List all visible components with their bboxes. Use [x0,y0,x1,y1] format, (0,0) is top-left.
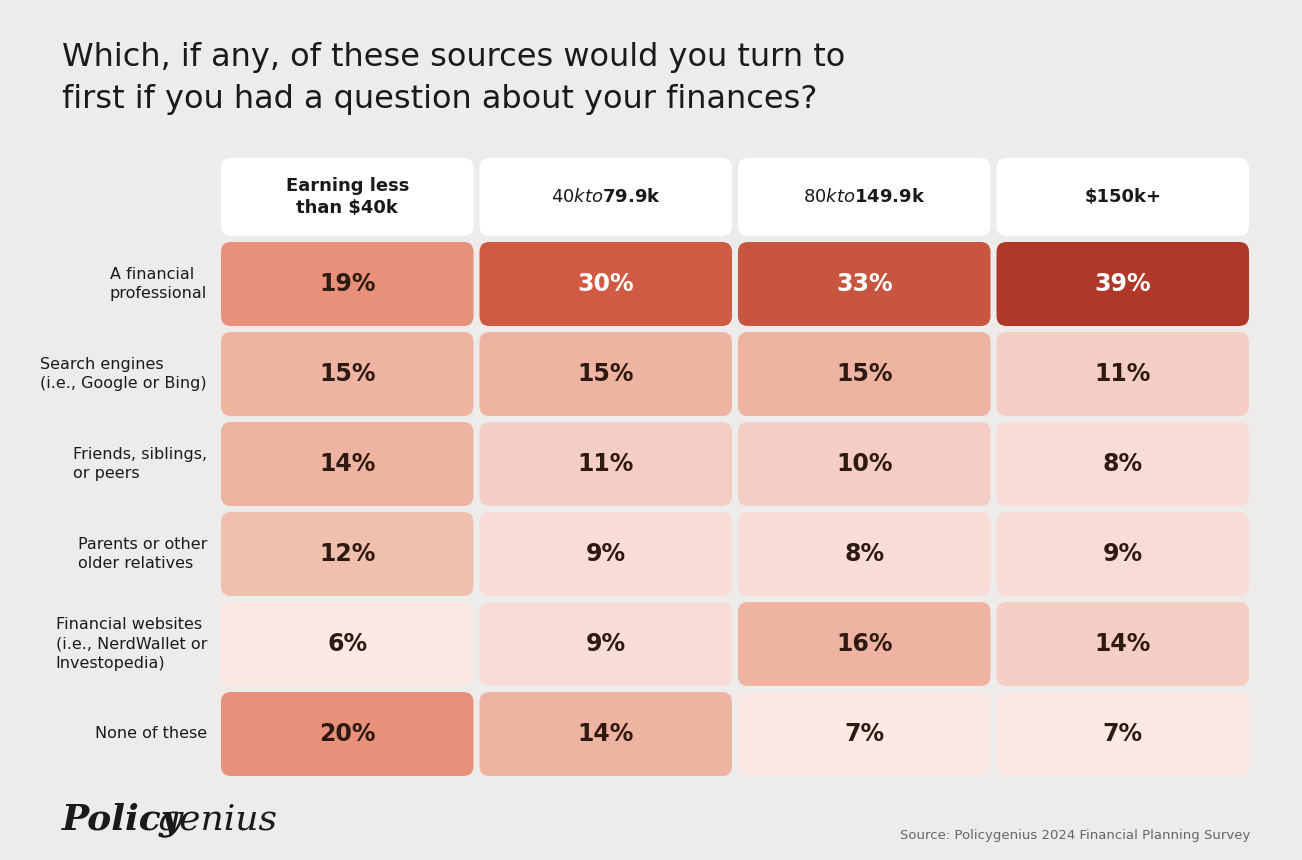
Text: Source: Policygenius 2024 Financial Planning Survey: Source: Policygenius 2024 Financial Plan… [900,828,1250,841]
Text: 11%: 11% [578,452,634,476]
Text: Policy: Policy [62,802,182,838]
FancyBboxPatch shape [479,158,732,236]
FancyBboxPatch shape [738,512,991,596]
FancyBboxPatch shape [221,512,474,596]
Text: A financial
professional: A financial professional [109,267,207,301]
Text: $40k to $79.9k: $40k to $79.9k [551,188,661,206]
Text: Which, if any, of these sources would you turn to
first if you had a question ab: Which, if any, of these sources would yo… [62,42,845,114]
Text: 15%: 15% [319,362,375,386]
Text: Search engines
(i.e., Google or Bing): Search engines (i.e., Google or Bing) [40,357,207,391]
Text: 12%: 12% [319,542,375,566]
Text: 30%: 30% [578,272,634,296]
Text: 11%: 11% [1095,362,1151,386]
FancyBboxPatch shape [996,422,1249,506]
Text: Earning less
than $40k: Earning less than $40k [285,176,409,218]
FancyBboxPatch shape [738,692,991,776]
FancyBboxPatch shape [738,422,991,506]
FancyBboxPatch shape [738,242,991,326]
Text: 7%: 7% [844,722,884,746]
Text: $80k to $149.9k: $80k to $149.9k [803,188,926,206]
Text: 33%: 33% [836,272,893,296]
FancyBboxPatch shape [996,602,1249,686]
FancyBboxPatch shape [738,158,991,236]
FancyBboxPatch shape [479,242,732,326]
FancyBboxPatch shape [221,422,474,506]
FancyBboxPatch shape [221,692,474,776]
FancyBboxPatch shape [996,158,1249,236]
FancyBboxPatch shape [221,158,474,236]
Text: 20%: 20% [319,722,375,746]
Text: 14%: 14% [1095,632,1151,656]
Text: 19%: 19% [319,272,375,296]
Text: Friends, siblings,
or peers: Friends, siblings, or peers [73,447,207,481]
Text: 6%: 6% [327,632,367,656]
Text: 16%: 16% [836,632,892,656]
Text: 14%: 14% [319,452,375,476]
FancyBboxPatch shape [479,332,732,416]
FancyBboxPatch shape [479,422,732,506]
FancyBboxPatch shape [738,332,991,416]
FancyBboxPatch shape [738,602,991,686]
Text: 8%: 8% [844,542,884,566]
Text: 15%: 15% [578,362,634,386]
Text: 9%: 9% [586,632,626,656]
FancyBboxPatch shape [221,602,474,686]
FancyBboxPatch shape [479,512,732,596]
Text: Financial websites
(i.e., NerdWallet or
Investopedia): Financial websites (i.e., NerdWallet or … [56,617,207,671]
Text: 14%: 14% [578,722,634,746]
FancyBboxPatch shape [479,602,732,686]
Text: 39%: 39% [1095,272,1151,296]
FancyBboxPatch shape [221,242,474,326]
Text: 10%: 10% [836,452,892,476]
FancyBboxPatch shape [479,692,732,776]
FancyBboxPatch shape [996,692,1249,776]
Text: 7%: 7% [1103,722,1143,746]
Text: 8%: 8% [1103,452,1143,476]
Text: 9%: 9% [586,542,626,566]
Text: genius: genius [158,803,279,837]
Text: 15%: 15% [836,362,892,386]
FancyBboxPatch shape [221,332,474,416]
FancyBboxPatch shape [996,242,1249,326]
FancyBboxPatch shape [996,332,1249,416]
Text: Parents or other
older relatives: Parents or other older relatives [78,537,207,571]
Text: 9%: 9% [1103,542,1143,566]
Text: None of these: None of these [95,727,207,741]
Text: $150k+: $150k+ [1085,188,1161,206]
FancyBboxPatch shape [996,512,1249,596]
